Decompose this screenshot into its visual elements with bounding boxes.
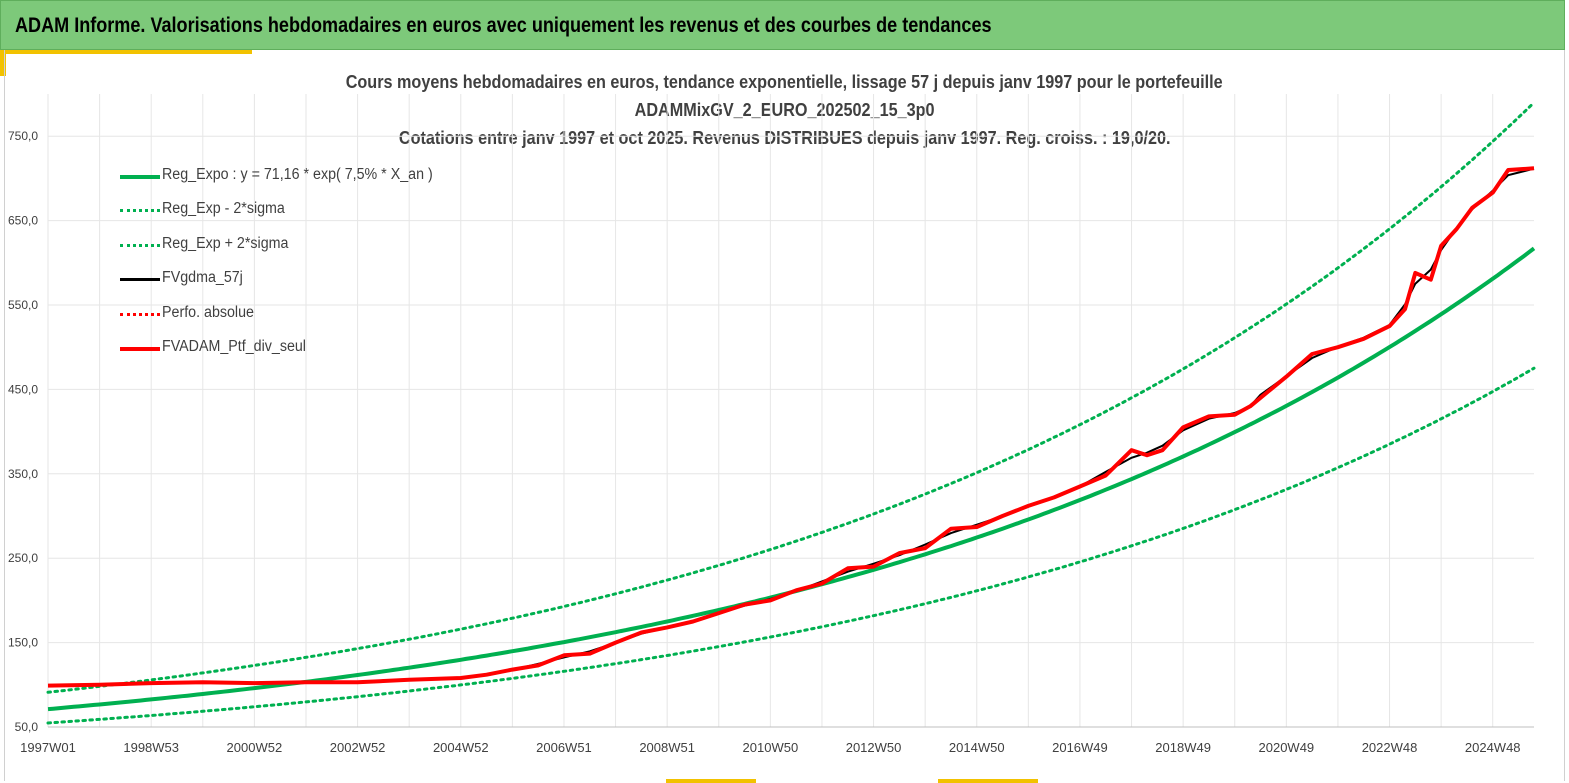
bottom-accent	[666, 779, 756, 783]
x-tick-label: 2012W50	[846, 740, 902, 755]
x-tick-label: 2008W51	[639, 740, 695, 755]
y-tick-label: 650,0	[8, 214, 38, 228]
y-tick-label: 750,0	[8, 129, 38, 143]
legend-label: Reg_Exp - 2*sigma	[162, 200, 285, 218]
x-tick-label: 1998W53	[123, 740, 179, 755]
legend-swatch	[120, 209, 160, 213]
legend-swatch	[120, 278, 160, 282]
bottom-accent	[938, 779, 1038, 783]
y-tick-label: 250,0	[8, 551, 38, 565]
accent-underline	[0, 50, 252, 54]
x-tick-label: 2016W49	[1052, 740, 1108, 755]
legend-label: Reg_Expo : y = 71,16 * exp( 7,5% * X_an …	[162, 166, 433, 183]
series-fvadam	[47, 166, 1535, 688]
legend-swatch	[120, 312, 160, 316]
legend-label: Perfo. absolue	[162, 303, 254, 321]
x-tick-label: 2006W51	[536, 740, 592, 755]
x-tick-label: 2024W48	[1465, 740, 1521, 755]
series-reg-expo	[47, 246, 1536, 712]
y-tick-label: 150,0	[8, 636, 38, 650]
legend-swatch	[120, 175, 160, 179]
header-banner: ADAM Informe. Valorisations hebdomadaire…	[0, 0, 1565, 50]
legend-label: FVADAM_Ptf_div_seul	[162, 337, 306, 355]
x-tick-label: 2018W49	[1155, 740, 1211, 755]
chart-title-line-2: ADAMMixGV_2_EURO_202502_15_3p0	[634, 100, 935, 120]
x-tick-label: 2010W50	[743, 740, 799, 755]
y-tick-label: 350,0	[8, 467, 38, 481]
legend-label: FVgdma_57j	[162, 269, 243, 287]
legend-swatch	[120, 346, 160, 351]
series-reg-exp-low	[46, 366, 1536, 725]
legend-swatch	[120, 243, 160, 247]
y-tick-label: 550,0	[8, 298, 38, 312]
chart-title-line-3: Cotations entre janv 1997 et oct 2025. R…	[398, 128, 1171, 148]
x-tick-label: 2004W52	[433, 740, 489, 755]
x-tick-label: 2022W48	[1362, 740, 1418, 755]
page-title: ADAM Informe. Valorisations hebdomadaire…	[15, 14, 992, 37]
x-tick-label: 1997W01	[20, 740, 76, 755]
x-tick-label: 2020W49	[1259, 740, 1315, 755]
y-tick-label: 450,0	[8, 382, 38, 396]
chart-frame	[4, 50, 1565, 781]
legend-label: Reg_Exp + 2*sigma	[162, 234, 289, 252]
x-tick-label: 2014W50	[949, 740, 1005, 755]
chart-title-line-1: Cours moyens hebdomadaires en euros, ten…	[346, 72, 1223, 92]
series-reg-exp-high	[46, 101, 1536, 694]
x-tick-label: 2000W52	[227, 740, 283, 755]
y-tick-label: 50,0	[15, 720, 39, 734]
x-tick-label: 2002W52	[330, 740, 386, 755]
accent-corner	[0, 50, 6, 76]
